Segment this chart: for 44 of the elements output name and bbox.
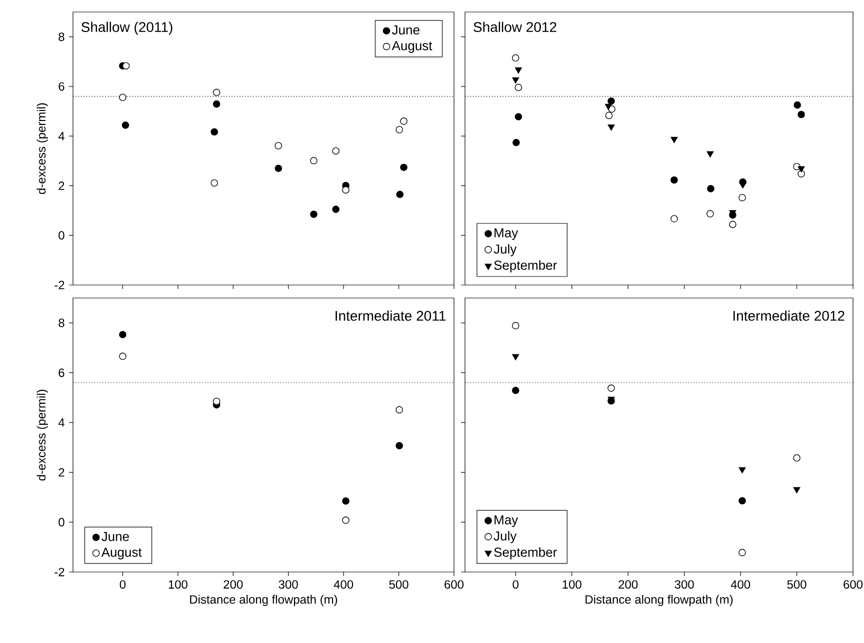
legend-label: August [392,41,432,53]
y-tick-label: 6 [58,82,64,91]
x-tick-label: 400 [730,580,750,589]
y-tick-label: 8 [58,32,64,42]
x-tick-label: 600 [844,580,863,589]
x-tick-label: 500 [389,580,408,589]
text: Shallow (2011) [81,22,172,35]
y-tick-label: -2 [54,568,64,576]
x-tick-label: 0 [512,580,518,589]
x-tick-label: 0 [120,580,126,589]
x-tick-label: 600 [444,580,464,589]
x-tick-label: 300 [278,580,298,589]
y-tick-label: 4 [58,132,64,140]
x-tick-label: 200 [618,580,638,589]
y-tick-label: 0 [58,231,64,240]
y-tick-label: 0 [58,518,64,526]
legend-label: July [494,244,517,256]
y-axis-title: d-excess (permil) [36,103,48,194]
text: Intermediate 2011 [336,310,446,321]
y-tick-label: 4 [58,418,64,427]
x-axis-title: Distance along flowpath (m) [190,594,338,606]
x-tick-label: 200 [224,580,243,589]
legend-label: June [102,532,129,542]
legend-label: September [494,260,557,272]
y-tick-label: 2 [58,468,64,477]
legend-label: September [494,547,557,560]
x-tick-label: 500 [787,580,806,589]
legend-label: May [494,515,518,527]
y-axis-title: d-excess (permil) [36,390,48,481]
y-tick-label: 6 [58,368,64,377]
legend-label: August [101,548,142,560]
legend-label: May [494,228,518,240]
x-tick-label: 400 [334,580,354,589]
legend-label: June [392,25,420,35]
text: Intermediate 2012 [733,310,844,321]
text: Shallow 2012 [474,22,556,32]
y-tick-label: 8 [58,318,64,328]
legend-label: July [494,531,517,544]
x-tick-label: 100 [562,580,582,589]
x-tick-label: 300 [674,580,694,589]
y-tick-label: 2 [58,182,64,190]
y-tick-label: -2 [54,280,64,290]
x-tick-label: 100 [168,580,188,589]
x-axis-title: Distance along flowpath (m) [586,594,733,606]
